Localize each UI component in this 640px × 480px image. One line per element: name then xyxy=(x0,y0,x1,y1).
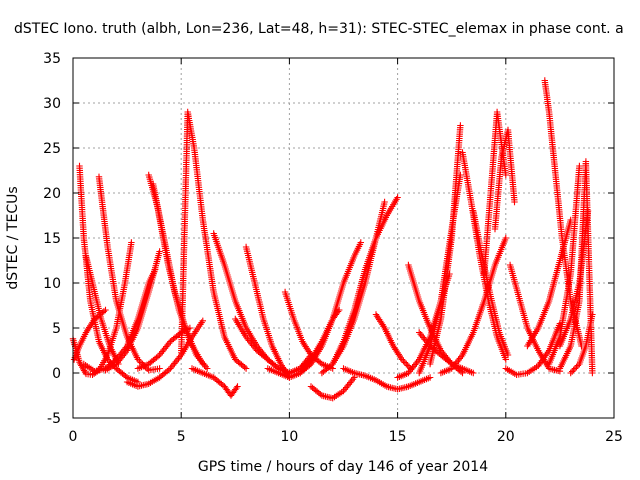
x-tick-label: 5 xyxy=(177,429,186,445)
data-point xyxy=(242,365,250,372)
series-pass-34 xyxy=(491,126,518,233)
data-point xyxy=(102,306,109,314)
data-marks xyxy=(69,77,596,402)
x-tick-label: 20 xyxy=(497,429,515,445)
y-tick-label: 35 xyxy=(43,51,61,67)
data-point xyxy=(567,369,574,377)
data-point xyxy=(186,324,194,332)
data-point xyxy=(199,317,206,324)
data-point xyxy=(241,364,248,371)
data-point xyxy=(128,239,135,246)
x-axis-label: GPS time / hours of day 146 of year 2014 xyxy=(198,459,488,475)
data-point xyxy=(502,234,509,242)
data-point xyxy=(398,356,406,363)
data-point xyxy=(567,216,574,224)
data-point xyxy=(584,207,592,215)
data-point xyxy=(403,360,410,368)
series-pass-24 xyxy=(372,311,414,372)
x-tick-label: 25 xyxy=(605,429,623,445)
series-pass-39 xyxy=(556,158,596,377)
data-point xyxy=(156,248,163,255)
series-pass-20 xyxy=(318,198,388,377)
data-point xyxy=(589,311,596,318)
series-pass-21 xyxy=(329,194,401,368)
data-point xyxy=(381,198,388,206)
data-point xyxy=(357,239,364,246)
data-point xyxy=(234,383,241,390)
data-point xyxy=(426,374,434,381)
data-point xyxy=(574,362,582,369)
series-pass-10 xyxy=(149,180,211,372)
series-pass-33 xyxy=(481,108,509,278)
data-point xyxy=(589,369,596,377)
data-point xyxy=(447,359,454,366)
y-tick-label: 15 xyxy=(43,231,61,247)
data-point xyxy=(470,369,477,377)
series-pass-11 xyxy=(134,324,194,372)
series-pass-23 xyxy=(340,365,434,393)
data-point xyxy=(401,359,408,366)
series-pass-13 xyxy=(188,365,241,399)
data-point xyxy=(122,373,129,380)
x-tick-label: 15 xyxy=(389,429,407,445)
series-pass-07 xyxy=(102,248,163,374)
axis-ticks: 0 5 10 15 20 25 -5 0 5 10 15 20 25 30 35 xyxy=(43,51,623,445)
data-point xyxy=(571,365,579,372)
data-point xyxy=(502,171,509,179)
series-pass-35 xyxy=(502,320,564,378)
data-point xyxy=(404,362,411,369)
data-point xyxy=(457,122,464,129)
y-tick-label: 20 xyxy=(43,186,61,202)
data-point xyxy=(511,198,518,206)
y-tick-label: 5 xyxy=(52,321,61,337)
series-pass-19 xyxy=(307,374,358,402)
x-tick-label: 10 xyxy=(280,429,298,445)
y-axis-label: dSTEC / TECUs xyxy=(5,186,21,289)
series-pass-15 xyxy=(242,243,293,381)
y-tick-label: -5 xyxy=(47,411,61,427)
data-point xyxy=(394,194,401,201)
data-point xyxy=(156,365,163,372)
series-pass-03 xyxy=(76,162,142,386)
series-pass-42 xyxy=(524,216,574,350)
series-pass-30 xyxy=(437,234,509,377)
data-point xyxy=(233,384,240,392)
series-pass-32 xyxy=(470,207,512,359)
series-pass-29 xyxy=(426,122,464,368)
y-tick-label: 25 xyxy=(43,141,61,157)
chart-title: dSTEC Iono. truth (albh, Lon=236, Lat=48… xyxy=(14,21,624,37)
grid xyxy=(73,58,614,418)
y-tick-label: 0 xyxy=(52,366,61,382)
data-point xyxy=(400,357,407,365)
data-point xyxy=(569,368,576,375)
data-point xyxy=(576,162,583,170)
series-pass-12 xyxy=(178,108,250,372)
data-point xyxy=(570,366,577,374)
series-pass-40 xyxy=(567,311,596,377)
y-tick-label: 30 xyxy=(43,96,61,112)
data-point xyxy=(502,356,509,363)
data-point xyxy=(573,363,580,371)
data-point xyxy=(104,356,111,363)
data-point xyxy=(336,306,343,314)
series-pass-38 xyxy=(545,162,583,368)
series-pass-22 xyxy=(297,239,364,377)
series-pass-02 xyxy=(70,306,109,363)
series-pass-36 xyxy=(506,261,564,375)
data-point xyxy=(204,365,211,372)
x-tick-label: 0 xyxy=(69,429,78,445)
y-tick-label: 10 xyxy=(43,276,61,292)
series-pass-41 xyxy=(556,207,592,350)
data-point xyxy=(504,351,512,359)
